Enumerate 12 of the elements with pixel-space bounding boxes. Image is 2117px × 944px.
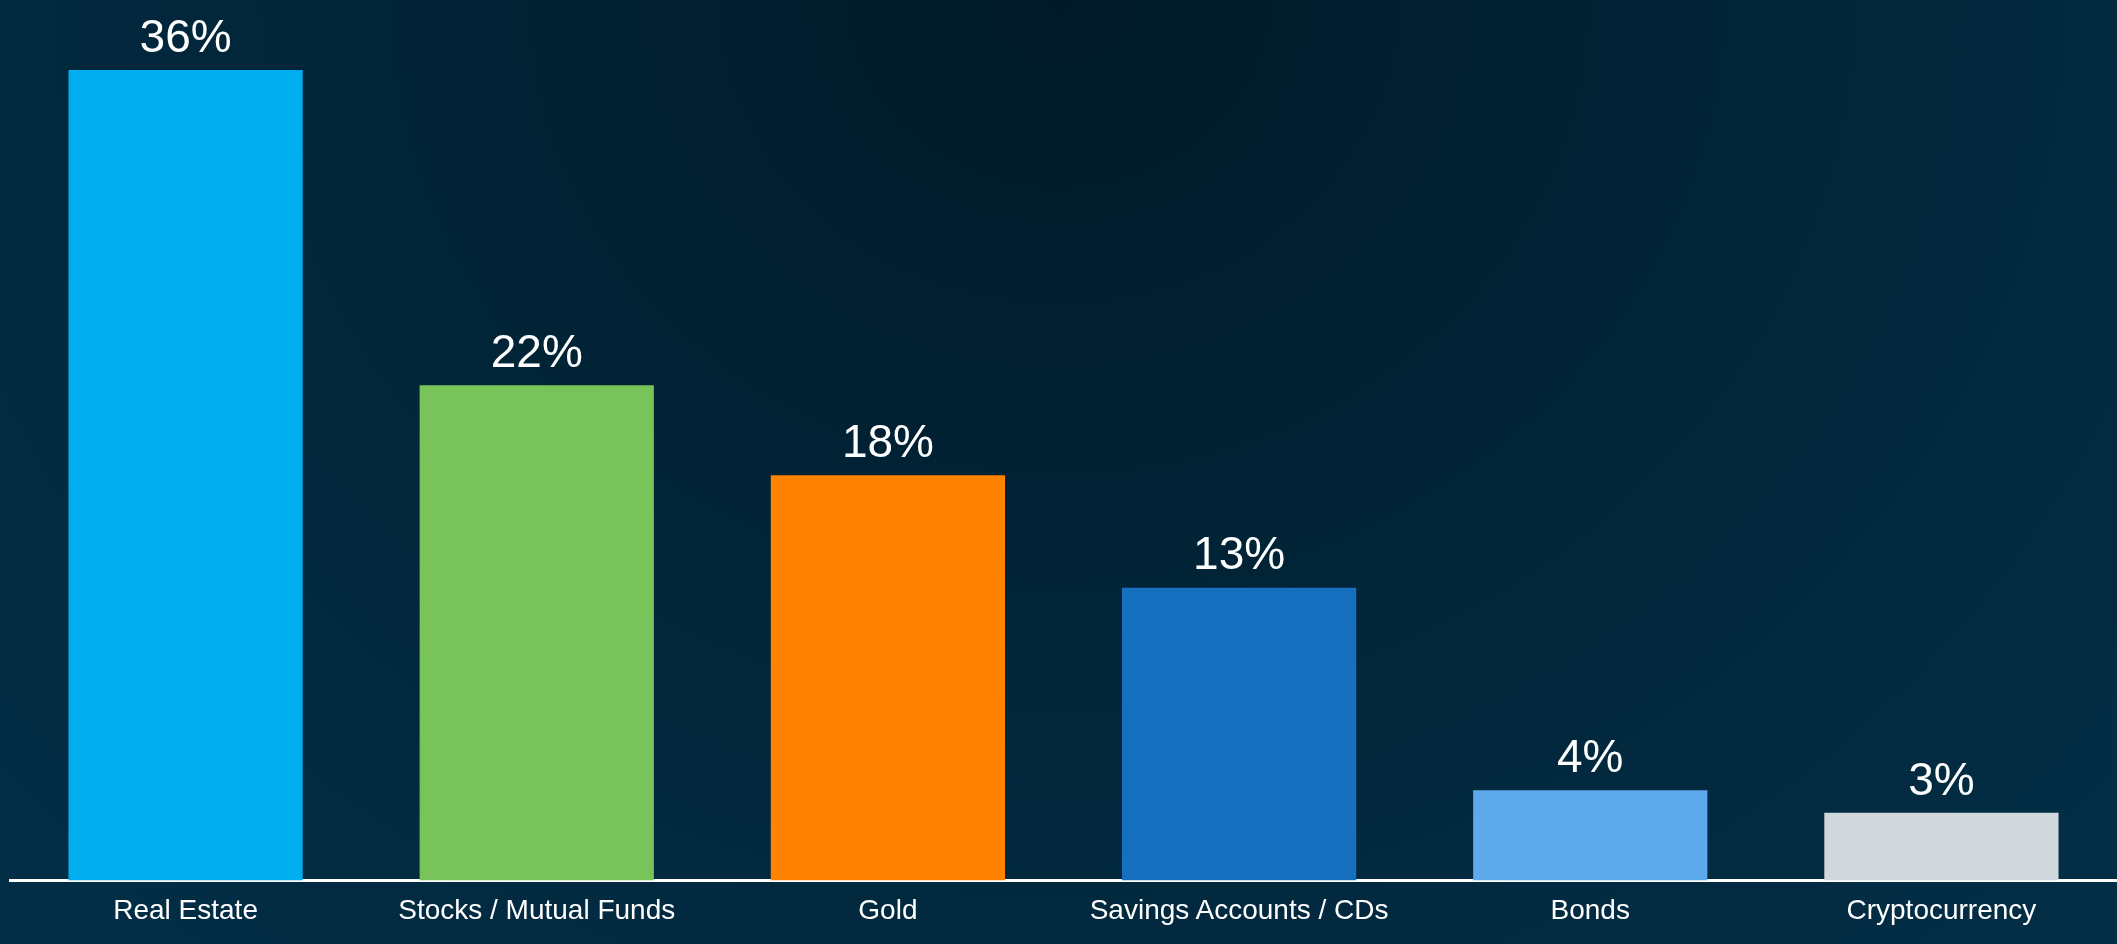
x-tick-label: Savings Accounts / CDs (1089, 893, 1389, 925)
data-label: 22% (490, 324, 583, 377)
x-tick-label: Bonds (1550, 893, 1630, 925)
data-label: 4% (1557, 730, 1624, 783)
x-tick-label: Cryptocurrency (1846, 893, 2037, 925)
data-label: 13% (1193, 527, 1286, 580)
x-tick-label: Real Estate (113, 893, 258, 925)
data-label: 36% (139, 9, 232, 62)
x-tick-label: Stocks / Mutual Funds (398, 893, 676, 925)
data-label: 18% (841, 414, 934, 467)
data-label: 3% (1908, 752, 1975, 805)
x-tick-label: Gold (858, 893, 918, 925)
